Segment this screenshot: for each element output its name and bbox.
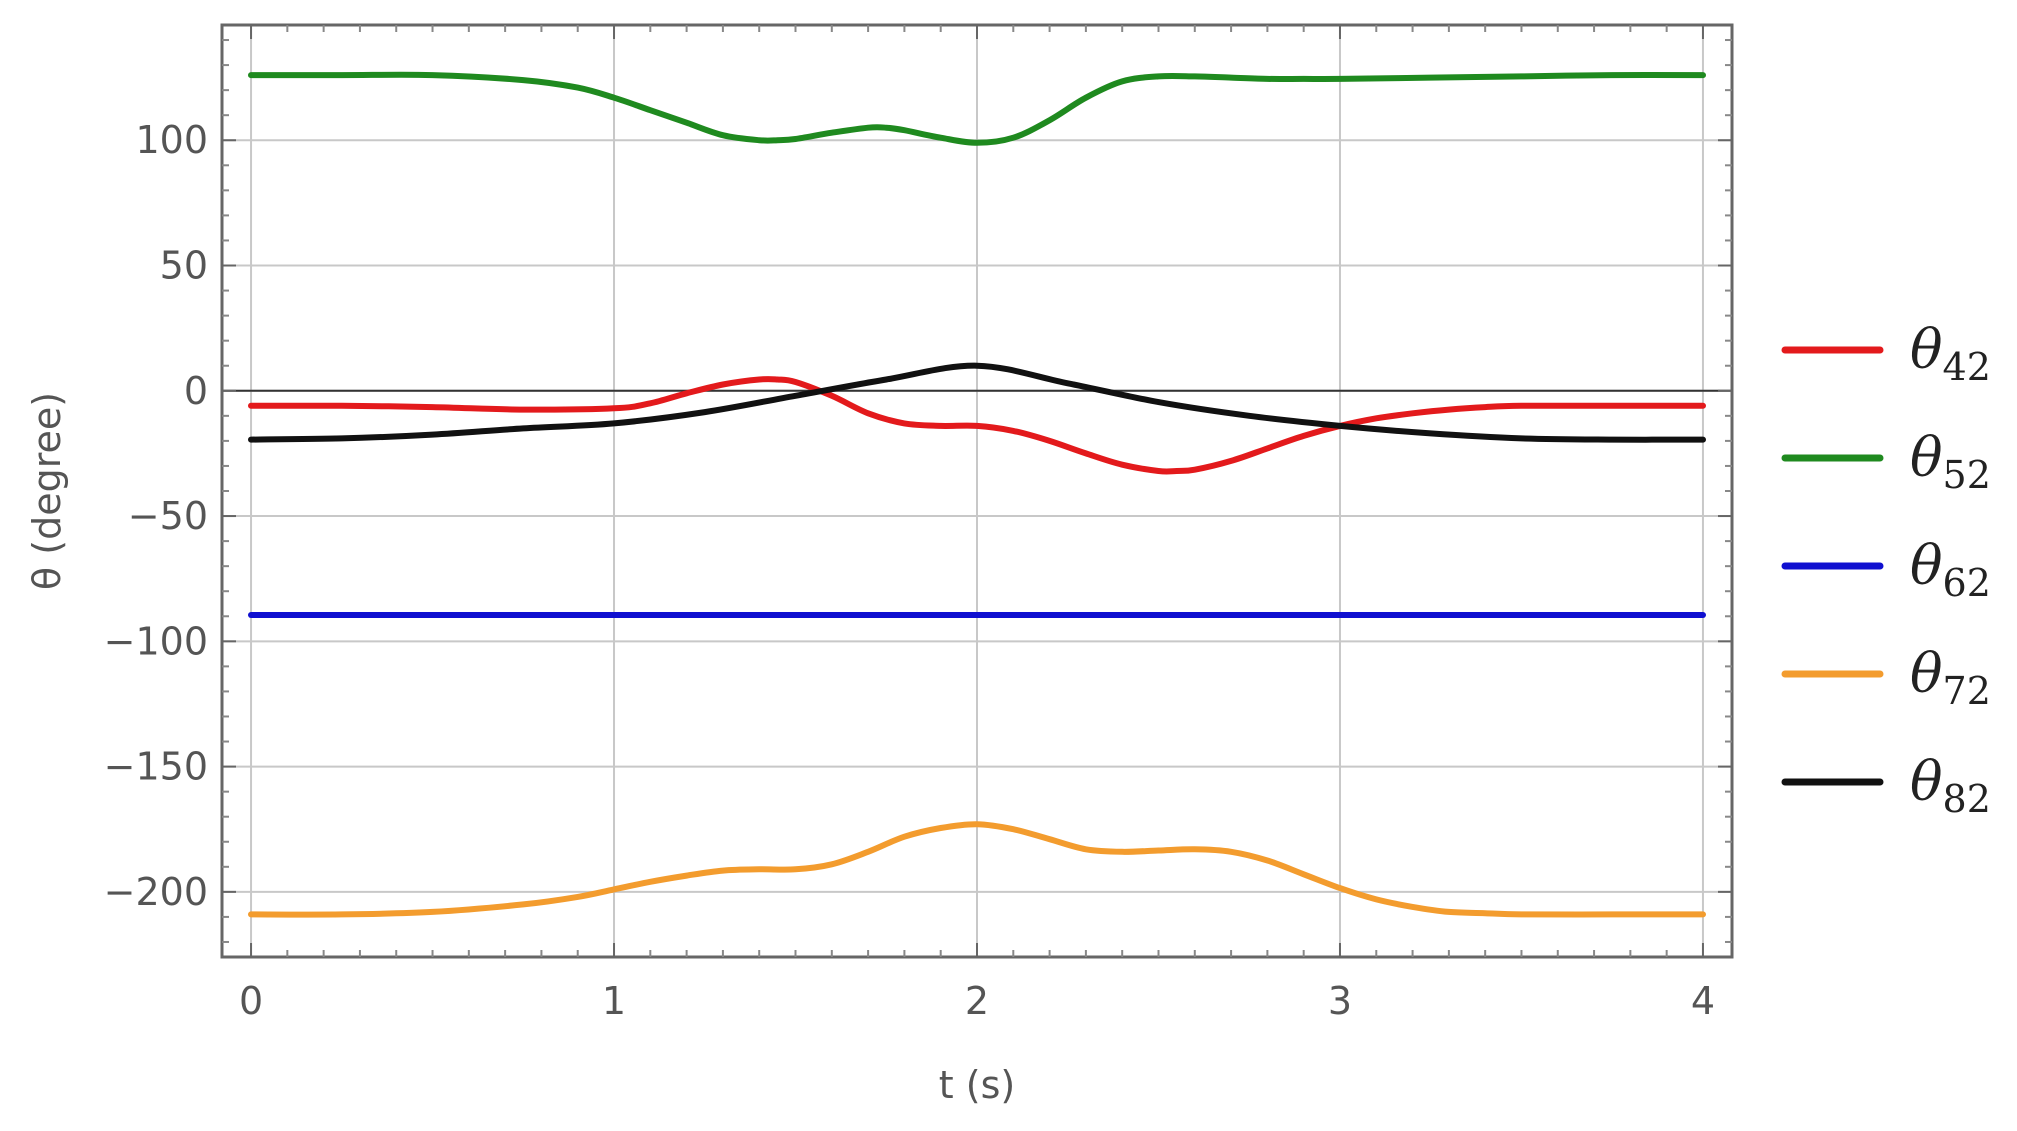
y-tick-label: 50: [160, 244, 208, 288]
legend: θ42 θ52 θ62 θ72 θ82: [1781, 318, 1991, 821]
legend-label-52: θ52: [1910, 426, 1991, 497]
y-axis-title: θ (degree): [25, 392, 69, 590]
y-tick-label: 100: [135, 118, 208, 162]
x-tick-label: 3: [1328, 979, 1352, 1023]
series-line-42: [248, 376, 1706, 475]
legend-label-62: θ62: [1910, 534, 1991, 605]
series-lines: [248, 71, 1706, 918]
axis-ticks: 0 1 2 3 4 −200 −150 −100 −50 0 50 100: [104, 25, 1732, 1023]
legend-label-42: θ42: [1910, 318, 1991, 389]
series-line-72: [248, 821, 1706, 918]
x-axis-title: t (s): [939, 1063, 1015, 1107]
series-line-52: [248, 71, 1706, 146]
y-tick-label: 0: [184, 369, 208, 413]
y-tick-label: −50: [128, 494, 208, 538]
x-tick-label: 4: [1691, 979, 1715, 1023]
series-line-82: [248, 362, 1706, 443]
y-tick-label: −150: [104, 745, 208, 789]
legend-label-82: θ82: [1910, 750, 1991, 821]
y-tick-label: −200: [104, 870, 208, 914]
y-tick-label: −100: [104, 619, 208, 663]
x-tick-label: 0: [239, 979, 263, 1023]
grid-lines: [222, 25, 1732, 957]
x-tick-label: 1: [602, 979, 626, 1023]
x-tick-label: 2: [965, 979, 989, 1023]
legend-label-72: θ72: [1910, 642, 1991, 713]
